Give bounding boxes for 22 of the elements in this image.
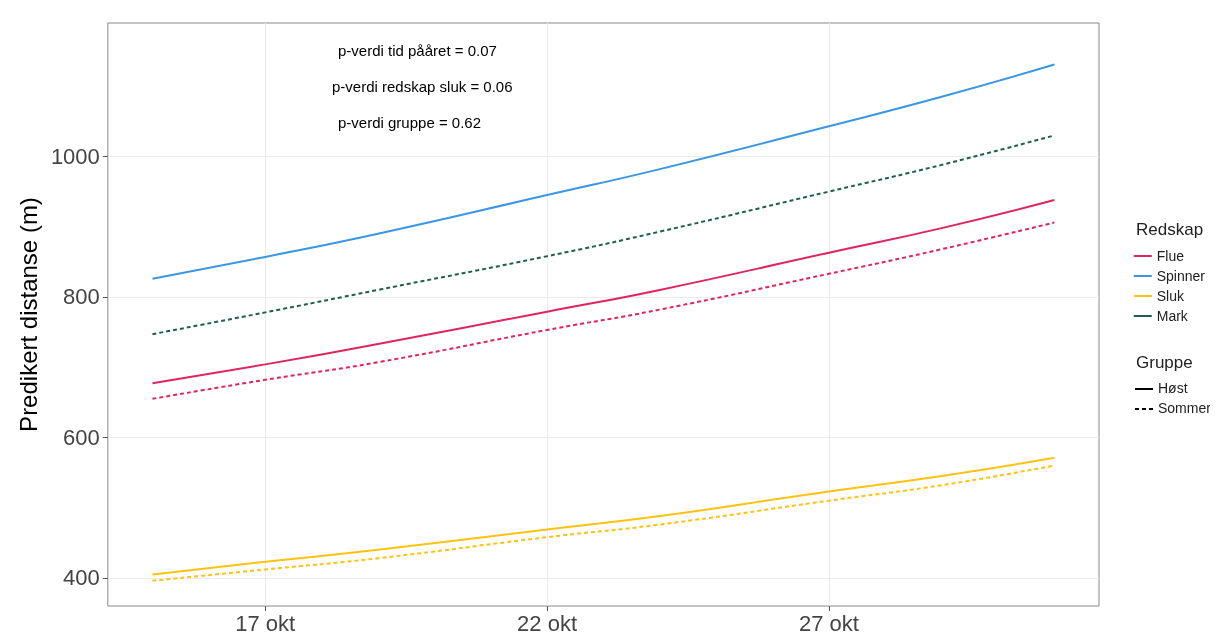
y-tick-label: 400 <box>63 565 100 591</box>
annotation: p-verdi gruppe = 0.62 <box>338 114 482 131</box>
line-series <box>151 63 1056 280</box>
text: Høst <box>1158 380 1188 396</box>
y-tick-label: 800 <box>63 284 100 310</box>
y-axis-title: Predikert distanse (m) <box>14 197 42 432</box>
legend-label: Spinner <box>1156 268 1206 284</box>
x-tick-label: 17 okt <box>235 610 296 636</box>
line-series <box>151 199 1056 385</box>
y-tick-label: 600 <box>63 424 100 450</box>
text: Sommer <box>1158 400 1212 416</box>
x-tick-label: 27 okt <box>798 610 859 636</box>
legend-label: Sluk <box>1156 288 1185 304</box>
annotation: p-verdi tid pååret = 0.07 <box>338 42 497 59</box>
line-series <box>151 221 1056 400</box>
legend-label: Mark <box>1156 308 1189 324</box>
y-tick-label: 1000 <box>50 143 100 169</box>
text: Gruppe <box>1136 353 1193 372</box>
annotation: p-verdi redskap sluk = 0.06 <box>332 78 513 95</box>
legend-label: Flue <box>1156 248 1185 264</box>
x-tick-label: 22 okt <box>517 610 578 636</box>
legend-title: Redskap <box>1136 220 1204 239</box>
